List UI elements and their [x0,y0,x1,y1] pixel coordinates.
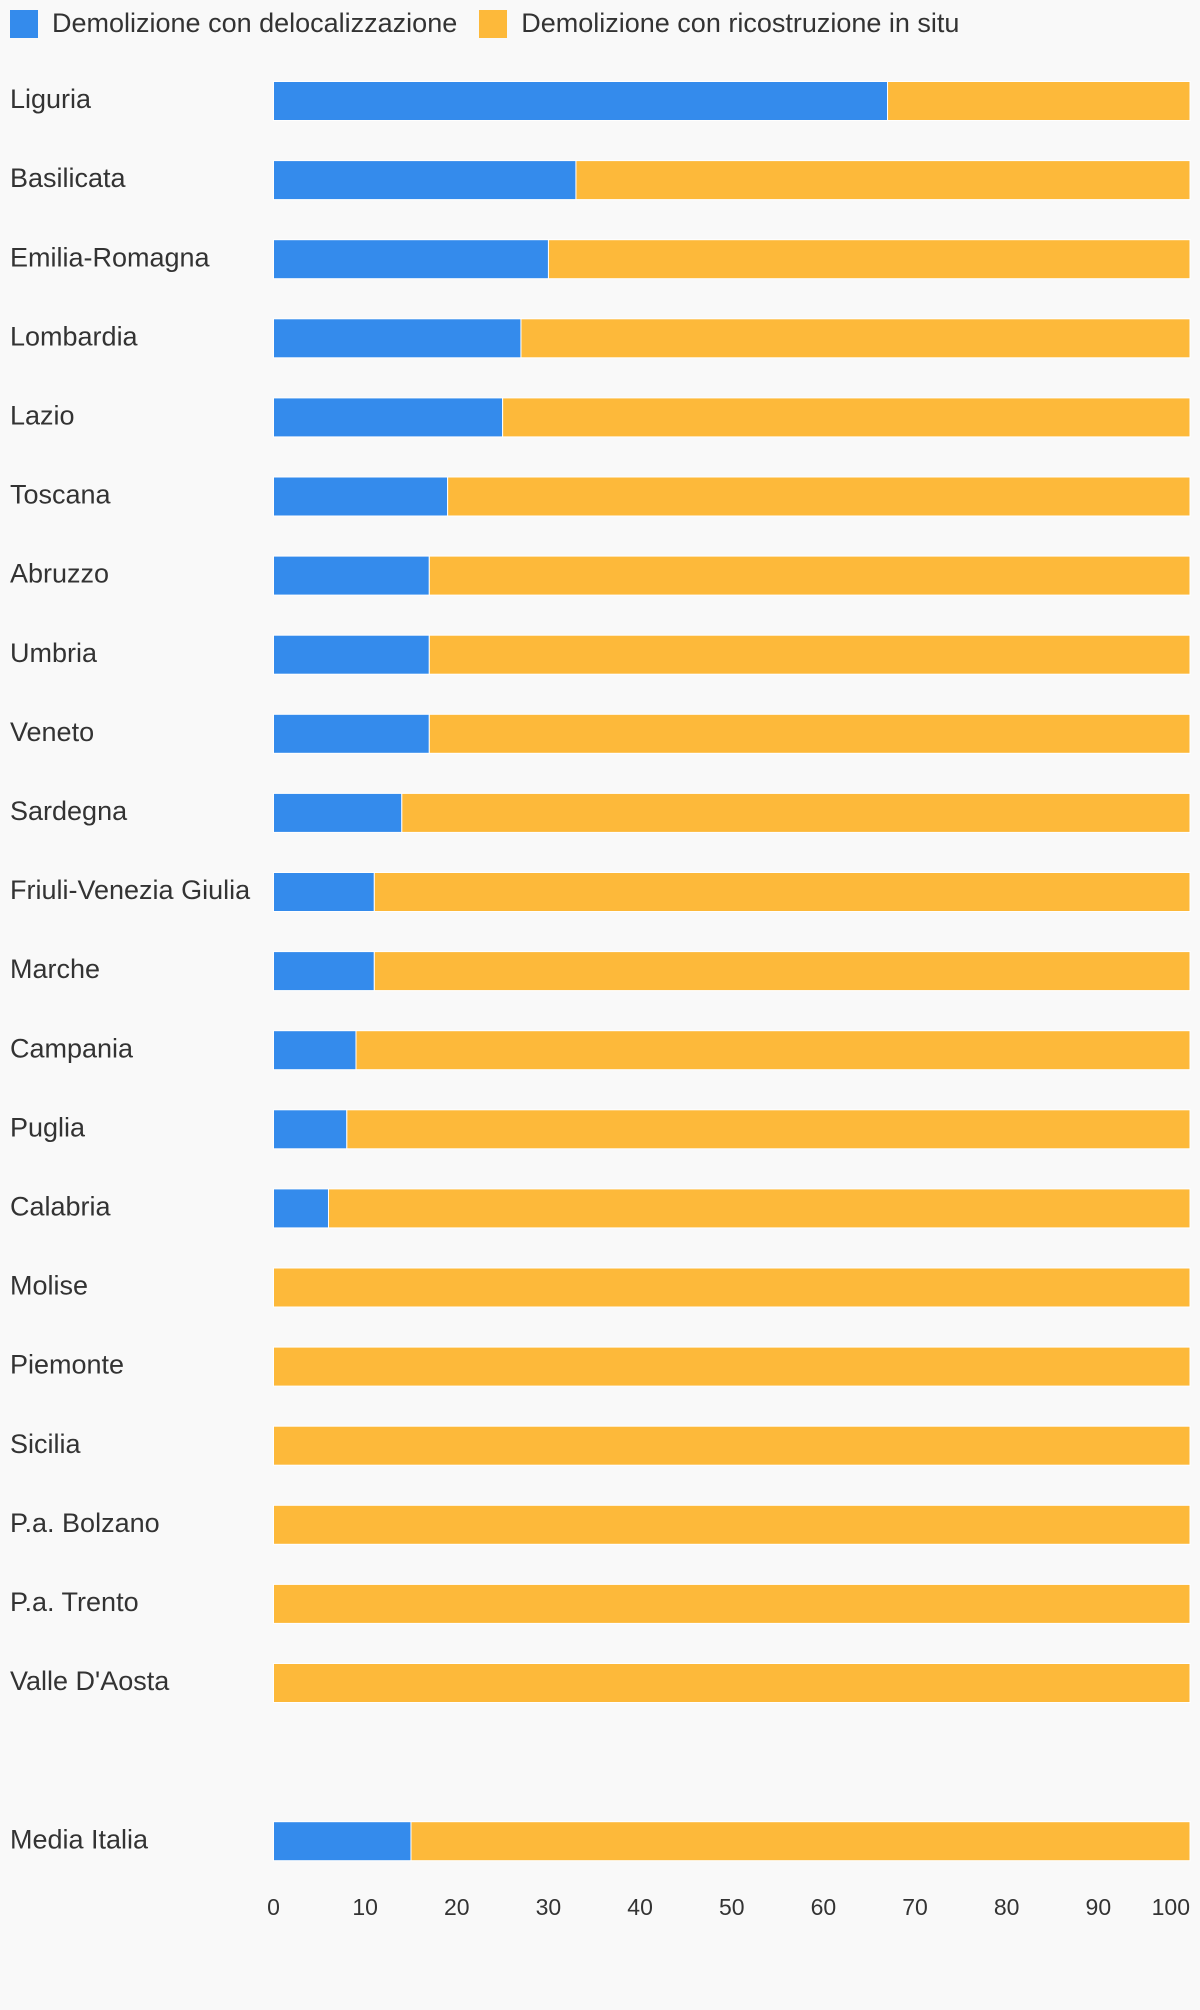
bar-media-italia-series-1[interactable] [410,1821,1191,1862]
bar-puglia-series-0[interactable] [273,1109,348,1150]
bar-liguria-series-1[interactable] [887,81,1191,121]
bar-p-a-trento-series-1[interactable] [273,1583,1191,1624]
category-label-sicilia: Sicilia [10,1429,82,1459]
bar-lombardia-series-0[interactable] [273,318,522,359]
x-tick-label-70: 70 [902,1894,928,1920]
x-tick-label-90: 90 [1086,1894,1112,1920]
bar-basilicata-series-0[interactable] [273,160,577,201]
category-label-friuli-venezia-giulia: Friuli-Venezia Giulia [10,875,251,905]
bar-sardegna-series-1[interactable] [401,792,1191,833]
legend-swatch-delocalizzazione [10,9,38,38]
bar-abruzzo-series-0[interactable] [273,555,430,596]
bar-marche-series-0[interactable] [273,951,375,992]
bar-friuli-venezia-giulia-series-1[interactable] [373,872,1191,912]
category-label-puglia: Puglia [10,1112,86,1142]
category-label-veneto: Veneto [10,717,94,747]
x-tick-label-50: 50 [719,1894,745,1920]
category-label-liguria: Liguria [10,84,92,114]
bar-friuli-venezia-giulia-series-0[interactable] [273,872,375,912]
category-label-toscana: Toscana [10,480,112,510]
category-label-abruzzo: Abruzzo [10,559,109,589]
bar-puglia-series-1[interactable] [346,1109,1191,1150]
bar-emilia-romagna-series-0[interactable] [273,239,549,280]
category-label-media-italia: Media Italia [10,1824,149,1854]
bar-campania-series-0[interactable] [273,1030,357,1071]
x-tick-label-20: 20 [444,1894,470,1920]
bar-sicilia-series-1[interactable] [273,1425,1191,1466]
bar-media-italia-series-0[interactable] [273,1821,412,1862]
category-label-p-a-trento: P.a. Trento [10,1587,139,1617]
x-tick-label-40: 40 [627,1894,653,1920]
category-label-p-a-bolzano: P.a. Bolzano [10,1508,160,1538]
bar-toscana-series-1[interactable] [447,476,1191,517]
bar-umbria-series-1[interactable] [428,634,1191,675]
category-label-lazio: Lazio [10,401,75,431]
x-tick-label-10: 10 [352,1894,378,1920]
category-label-piemonte: Piemonte [10,1350,124,1380]
bar-calabria-series-1[interactable] [327,1188,1191,1229]
bar-lombardia-series-1[interactable] [520,318,1191,359]
bar-piemonte-series-1[interactable] [273,1346,1191,1387]
legend-label-ricostruzione: Demolizione con ricostruzione in situ [521,8,960,38]
bar-veneto-series-0[interactable] [273,713,430,754]
bar-lazio-series-1[interactable] [502,397,1191,438]
bar-lazio-series-0[interactable] [273,397,504,438]
bar-liguria-series-0[interactable] [273,81,889,121]
bar-campania-series-1[interactable] [355,1030,1191,1071]
bar-valle-d-aosta-series-1[interactable] [273,1663,1191,1703]
category-label-sardegna: Sardegna [10,796,128,826]
x-tick-label-0: 0 [267,1894,280,1920]
category-label-lombardia: Lombardia [10,321,139,351]
bar-basilicata-series-1[interactable] [575,160,1191,201]
bar-abruzzo-series-1[interactable] [428,555,1191,596]
bar-molise-series-1[interactable] [273,1267,1191,1308]
bar-sardegna-series-0[interactable] [273,792,403,833]
category-label-campania: Campania [10,1033,134,1063]
bar-p-a-bolzano-series-1[interactable] [273,1504,1191,1545]
chart-legend: Demolizione con delocalizzazione Demoliz… [10,8,981,39]
legend-item-ricostruzione[interactable]: Demolizione con ricostruzione in situ [479,8,959,39]
legend-item-delocalizzazione[interactable]: Demolizione con delocalizzazione [10,8,457,39]
category-label-emilia-romagna: Emilia-Romagna [10,242,211,272]
bar-marche-series-1[interactable] [373,951,1191,992]
bar-toscana-series-0[interactable] [273,476,449,517]
legend-swatch-ricostruzione [479,9,508,38]
x-tick-label-100: 100 [1152,1894,1190,1920]
bar-umbria-series-0[interactable] [273,634,430,675]
legend-label-delocalizzazione: Demolizione con delocalizzazione [52,8,458,38]
bar-emilia-romagna-series-1[interactable] [547,239,1191,280]
bar-veneto-series-1[interactable] [428,713,1191,754]
category-label-calabria: Calabria [10,1192,112,1222]
category-label-molise: Molise [10,1271,88,1301]
x-tick-label-30: 30 [536,1894,562,1920]
category-label-valle-d-aosta: Valle D'Aosta [10,1666,170,1696]
category-label-umbria: Umbria [10,638,98,668]
category-label-marche: Marche [10,954,100,984]
category-label-basilicata: Basilicata [10,163,127,193]
x-tick-label-60: 60 [811,1894,837,1920]
bar-calabria-series-0[interactable] [273,1188,329,1229]
x-tick-label-80: 80 [994,1894,1020,1920]
